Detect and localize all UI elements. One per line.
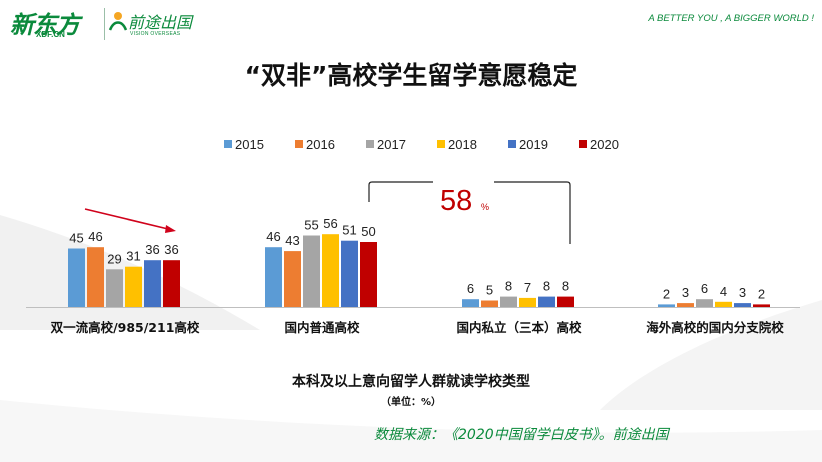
bar-value-label: 2 [663, 286, 670, 301]
bar-value-label: 56 [323, 216, 337, 231]
vision-logo-sub: VISION OVERSEAS [130, 31, 181, 37]
bar-2015-2 [462, 299, 479, 307]
bar-2016-0 [87, 247, 104, 307]
legend-label: 2015 [235, 137, 264, 152]
vision-logo: 前途出国 [128, 13, 193, 32]
category-label: 国内普通高校 [284, 320, 360, 335]
legend-swatch-2016 [295, 140, 303, 148]
legend-label: 2019 [519, 137, 548, 152]
legend-label: 2017 [377, 137, 406, 152]
category-label: 国内私立（三本）高校 [456, 320, 582, 335]
bar-value-label: 6 [467, 281, 474, 296]
bar-2018-1 [322, 234, 339, 307]
category-label: 双一流高校/985/211高校 [50, 320, 200, 335]
bar-2017-0 [106, 269, 123, 307]
legend-label: 2016 [306, 137, 335, 152]
bar-2019-1 [341, 240, 358, 307]
bar-value-label: 7 [524, 280, 531, 295]
bar-value-label: 45 [69, 231, 83, 246]
legend-swatch-2020 [579, 140, 587, 148]
bar-chart: 45 46 6 2 46 43 5 3 29 55 8 6 31 56 7 4 36 51 8 3 36 50 8 2 双一流高… [26, 137, 800, 335]
bar-value-label: 3 [739, 285, 746, 300]
bar-2019-0 [144, 260, 161, 307]
bar-2018-3 [715, 301, 732, 307]
xdf-logo: 新东方 [10, 11, 80, 39]
bar-2017-2 [500, 296, 517, 307]
bar-2015-0 [68, 248, 85, 307]
bar-2016-2 [481, 300, 498, 307]
bar-value-label: 31 [126, 249, 140, 264]
bar-value-label: 29 [107, 251, 121, 266]
bracket-right [494, 181, 571, 244]
bar-value-label: 36 [164, 242, 178, 257]
header: 新东方 XDF.CN 前途出国 VISION OVERSEAS A BETTER… [0, 0, 822, 46]
bar-2020-1 [360, 242, 377, 307]
page-title: “双非”高校学生留学意愿稳定 [244, 61, 578, 90]
xdf-logo-sub: XDF.CN [36, 30, 65, 39]
bar-2019-2 [538, 296, 555, 307]
bar-2017-1 [303, 235, 320, 307]
bar-value-label: 2 [758, 286, 765, 301]
legend-swatch-2018 [437, 140, 445, 148]
legend-swatch-2019 [508, 140, 516, 148]
bar-value-label: 8 [505, 279, 512, 294]
bar-value-label: 5 [486, 283, 493, 298]
bar-value-label: 43 [285, 233, 299, 248]
annotation-unit: % [481, 202, 489, 212]
bar-2016-1 [284, 251, 301, 307]
legend-swatch-2015 [224, 140, 232, 148]
bar-2018-2 [519, 297, 536, 307]
trend-arrow-line [84, 208, 169, 230]
bar-2020-2 [557, 296, 574, 307]
bar-value-label: 55 [304, 218, 318, 233]
bar-2015-3 [658, 304, 675, 307]
bar-value-label: 8 [562, 279, 569, 294]
x-axis-title: 本科及以上意向留学人群就读学校类型 [292, 374, 530, 390]
logo-divider [104, 8, 105, 40]
source-note: 数据来源：《2020中国留学白皮书》。前途出国 [374, 427, 669, 443]
bar-2017-3 [696, 299, 713, 307]
category-label: 海外高校的国内分支院校 [646, 320, 784, 335]
slogan: A BETTER YOU , A BIGGER WORLD ! [648, 13, 814, 24]
trend-arrow-head [165, 225, 176, 233]
legend-label: 2020 [590, 137, 619, 152]
unit-note: （单位：%） [380, 397, 442, 408]
bracket-left [368, 181, 433, 202]
bar-value-label: 46 [88, 229, 102, 244]
bar-value-label: 8 [543, 279, 550, 294]
annotation-value: 58 [440, 185, 472, 217]
bar-value-label: 4 [720, 284, 727, 299]
legend-swatch-2017 [366, 140, 374, 148]
bar-value-label: 3 [682, 285, 689, 300]
bar-value-label: 6 [701, 281, 708, 296]
bar-2016-3 [677, 303, 694, 307]
vision-logo-icon [108, 12, 128, 31]
bar-value-label: 36 [145, 242, 159, 257]
bar-value-label: 50 [361, 224, 375, 239]
bar-2019-3 [734, 303, 751, 307]
bar-2020-0 [163, 260, 180, 307]
bar-2015-1 [265, 247, 282, 307]
bar-value-label: 51 [342, 223, 356, 238]
legend-label: 2018 [448, 137, 477, 152]
bar-value-label: 46 [266, 229, 280, 244]
bar-2020-3 [753, 304, 770, 307]
bar-2018-0 [125, 266, 142, 307]
